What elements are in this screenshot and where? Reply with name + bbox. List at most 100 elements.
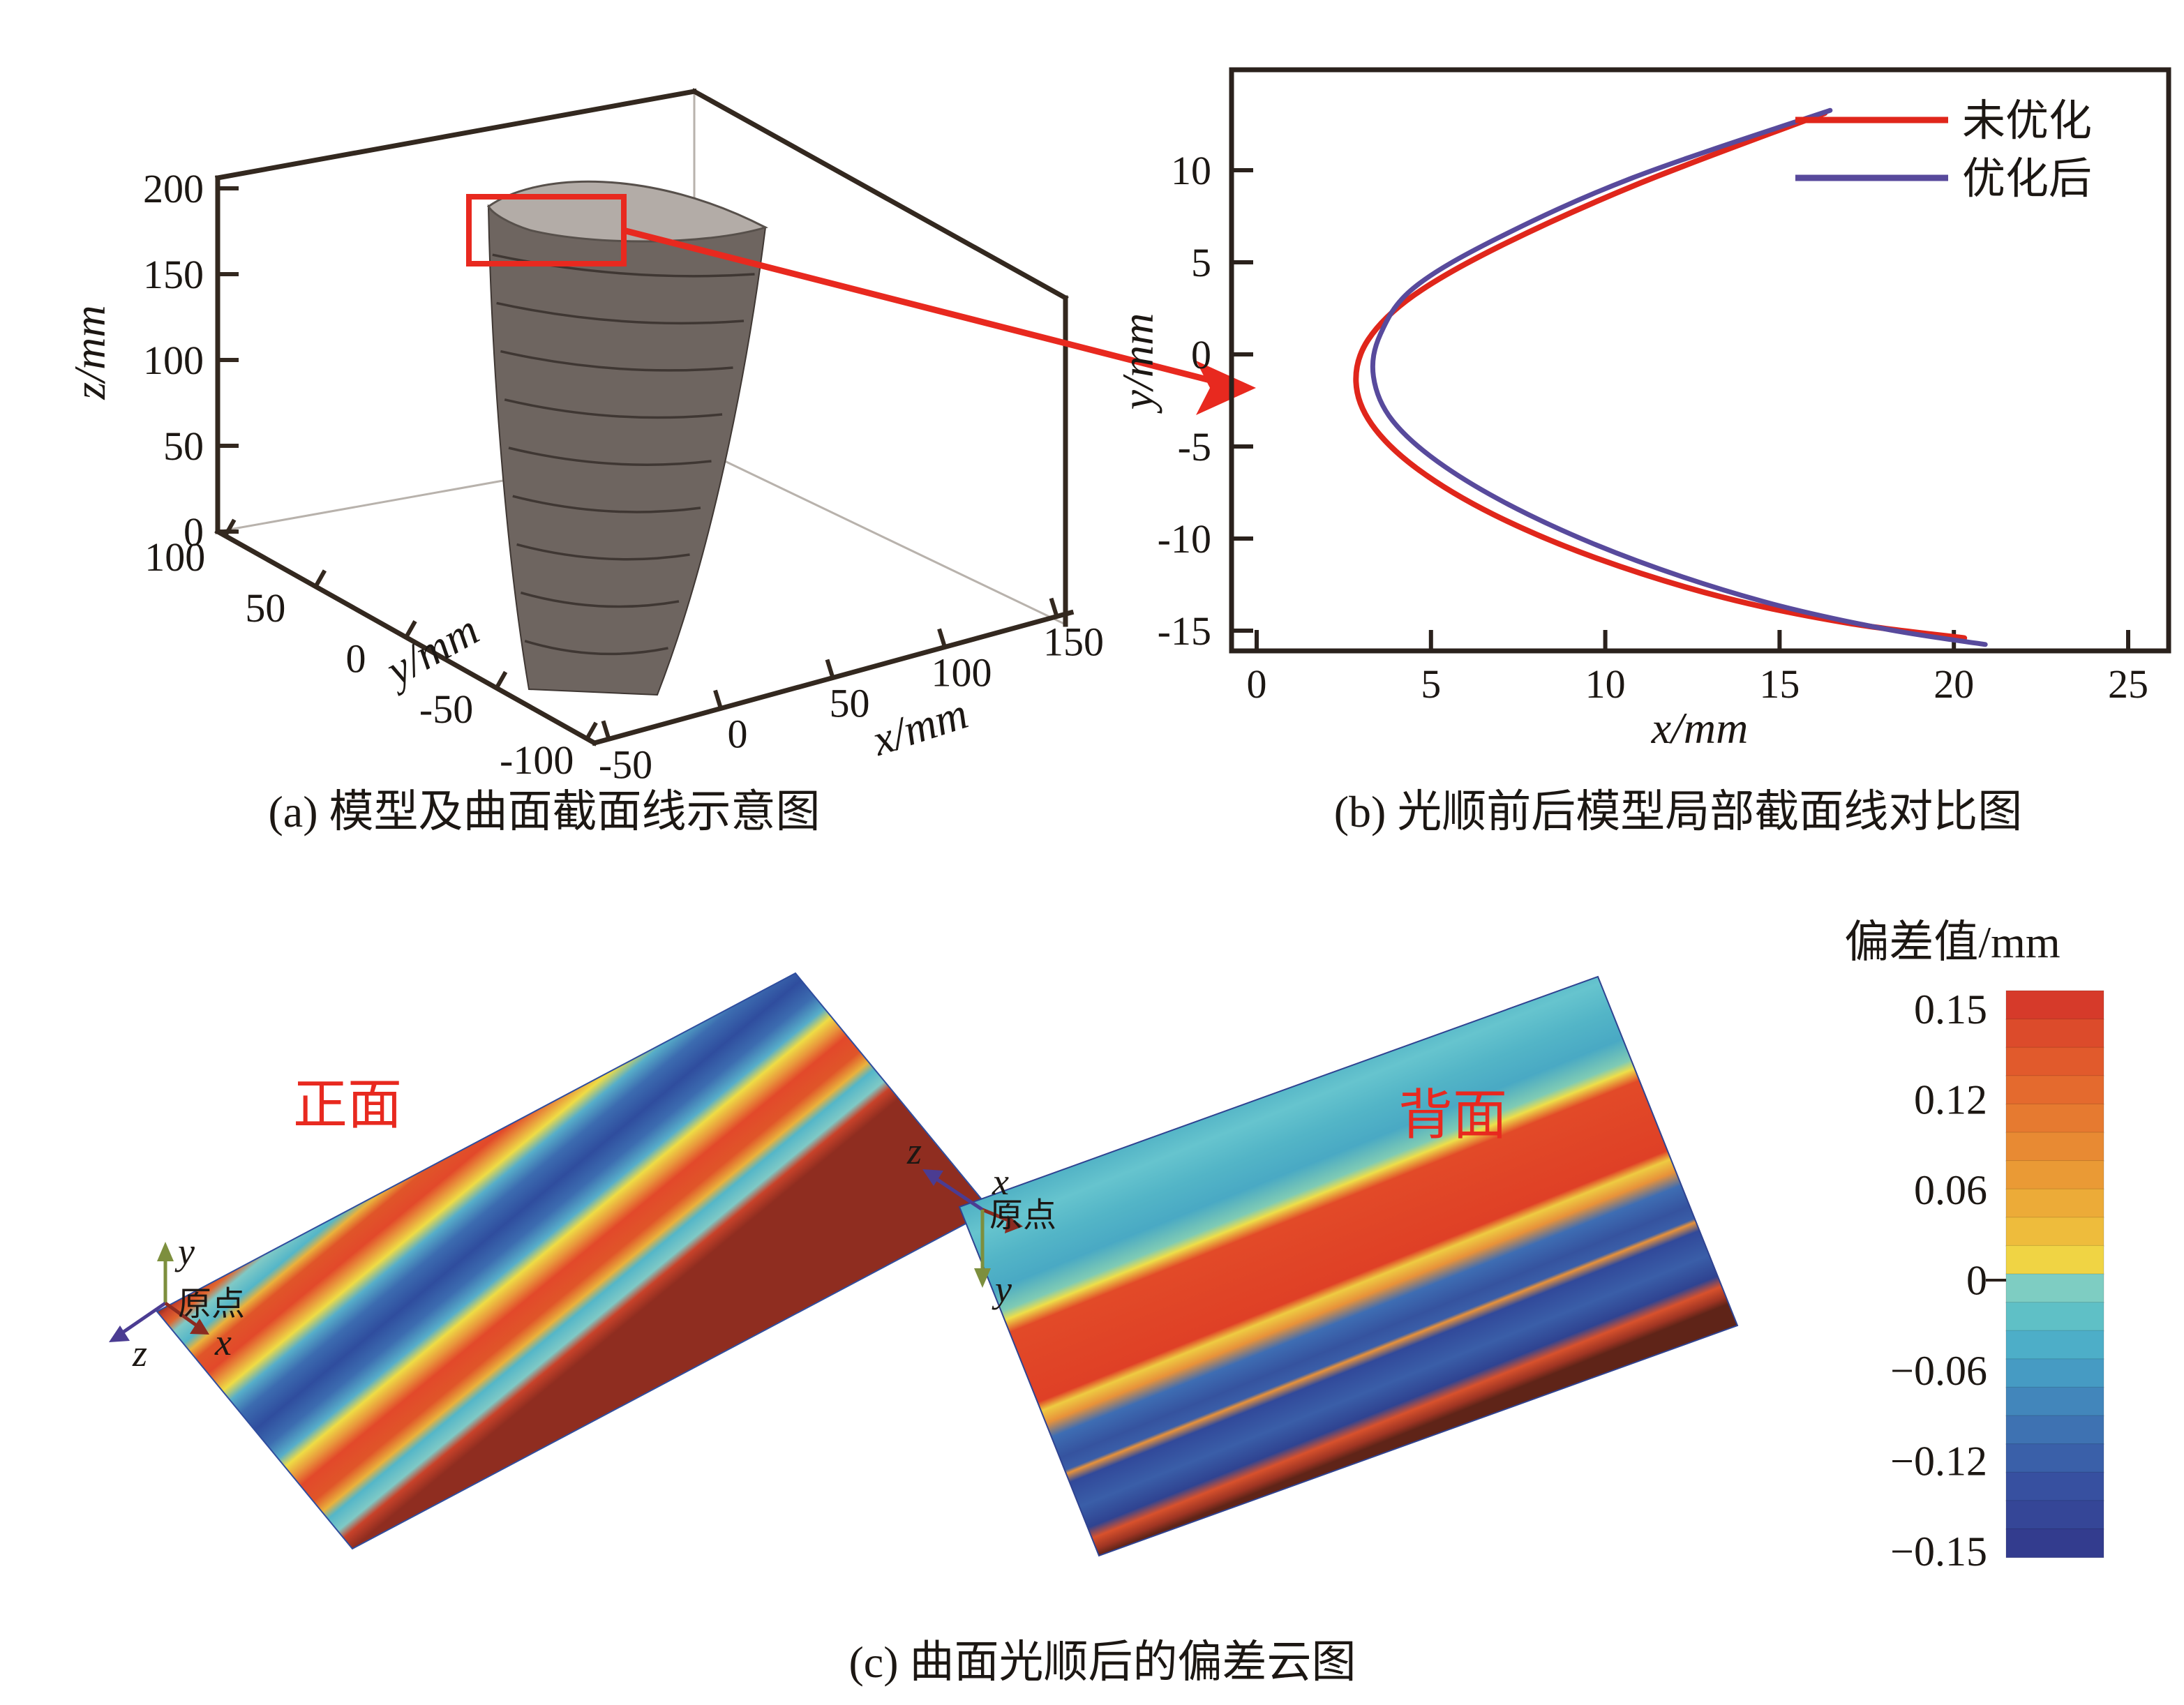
b-x-tick-label: 5 xyxy=(1421,661,1441,707)
x-tick-label: -50 xyxy=(599,742,652,787)
colorbar-band xyxy=(2005,1358,2104,1388)
b-y-tick-label: -5 xyxy=(1178,424,1211,470)
z-axis-label: z/mm xyxy=(65,305,114,400)
colorbar-band xyxy=(2005,990,2104,1020)
colorbar-tick-label: −0.12 xyxy=(1890,1439,1987,1485)
y-tick xyxy=(404,620,417,638)
colorbar-band xyxy=(2005,1245,2104,1275)
colorbar-band xyxy=(2005,1046,2104,1077)
y-tick xyxy=(585,721,598,740)
plot-frame xyxy=(1229,67,2171,654)
y-axis-ticks: 100 50 0 -50 -100 xyxy=(144,518,598,783)
x-tick xyxy=(937,628,947,648)
colorbar-band xyxy=(2005,1103,2104,1134)
colorbar-band xyxy=(2005,1302,2104,1332)
x-tick xyxy=(1049,597,1059,617)
colorbar-band xyxy=(2005,1217,2104,1247)
front-surface xyxy=(156,972,992,1550)
blade-section-curves xyxy=(492,253,755,656)
y-arrow-icon xyxy=(157,1242,174,1261)
colorbar-band xyxy=(2005,1471,2104,1502)
colorbar-band xyxy=(2005,1443,2104,1473)
x-arrow-icon xyxy=(1005,1215,1023,1233)
z-tick-label: 150 xyxy=(143,252,204,297)
section-curve xyxy=(516,543,690,561)
colorbar-band xyxy=(2005,1188,2104,1219)
back-triad-y-label: y xyxy=(992,1268,1012,1310)
colorbar-band xyxy=(2005,1132,2104,1162)
colorbar-band xyxy=(2005,1500,2104,1530)
colorbar-band xyxy=(2005,1075,2104,1105)
y-tick xyxy=(494,670,508,689)
panel-c-deviation-maps: 正面 背面 y z x 原点 z x y 原点 xyxy=(109,917,2104,1575)
b-x-tick-label: 15 xyxy=(1759,661,1800,707)
section-curve xyxy=(524,640,668,656)
caption-panel-b: (b) 光顺前后模型局部截面线对比图 xyxy=(1334,787,2023,836)
highlight-arrow-head xyxy=(1196,361,1256,415)
y-tick xyxy=(223,518,237,537)
b-x-tick-label: 20 xyxy=(1934,661,1974,707)
section-curve xyxy=(500,350,733,372)
x-tick xyxy=(713,689,723,709)
z-tick-label: 200 xyxy=(143,166,204,211)
colorbar-tick-label: −0.15 xyxy=(1890,1529,1987,1575)
x-tick-label: 100 xyxy=(932,650,992,696)
colorbar-tick-label: 0.06 xyxy=(1914,1167,1987,1213)
colorbar-tick-labels: 0.15 0.12 0.06 0 −0.06 −0.12 −0.15 xyxy=(1890,986,1987,1575)
colorbar-band xyxy=(2005,1273,2104,1303)
y-tick-label: 50 xyxy=(245,585,285,631)
y-arrow-icon xyxy=(974,1268,991,1288)
section-curve xyxy=(508,446,712,466)
b-y-axis-ticks: 10 5 0 -5 -10 -15 xyxy=(1158,148,1253,654)
x-tick-label: 0 xyxy=(727,711,747,756)
x-tick xyxy=(825,659,835,679)
b-y-axis-label: y/mm xyxy=(1113,313,1162,414)
back-triad-z-label: z xyxy=(906,1130,922,1172)
y-tick-label: 100 xyxy=(144,534,205,580)
colorbar-band xyxy=(2005,1160,2104,1190)
b-y-tick-label: -15 xyxy=(1158,608,1211,654)
colorbar-tick-label: 0.15 xyxy=(1914,986,1987,1032)
z-arrow-icon xyxy=(109,1325,130,1342)
x-tick-label: 150 xyxy=(1043,619,1104,665)
b-x-axis-label: x/mm xyxy=(1651,703,1749,753)
colorbar-title: 偏差值/mm xyxy=(1844,917,2060,967)
legend-item-label: 优化后 xyxy=(1962,156,2092,203)
colorbar-tick-label: 0 xyxy=(1966,1258,1987,1304)
y-tick xyxy=(313,569,327,588)
b-x-tick-label: 10 xyxy=(1585,661,1626,707)
back-face-label: 背面 xyxy=(1398,1085,1507,1146)
y-tick-label: 0 xyxy=(346,636,366,682)
colorbar-tick-label: −0.06 xyxy=(1890,1348,1987,1394)
front-triad-origin-label: 原点 xyxy=(178,1286,245,1323)
curve-unoptimized xyxy=(1353,110,1968,641)
y-tick-label: -50 xyxy=(419,686,473,732)
b-y-tick-label: -10 xyxy=(1158,516,1211,562)
colorbar-band xyxy=(2005,1415,2104,1445)
back-axis-triad: z x y 原点 xyxy=(906,1130,1056,1310)
z-tick-label: 0 xyxy=(184,509,204,555)
back-surface xyxy=(958,975,1739,1557)
b-y-tick-label: 10 xyxy=(1171,148,1211,193)
front-triad-x-label: x xyxy=(214,1321,232,1363)
x-axis-ticks: -50 0 50 100 150 xyxy=(599,597,1104,787)
back-triad-origin-label: 原点 xyxy=(989,1197,1056,1234)
colorbar-band xyxy=(2005,1386,2104,1417)
z-arrow-icon xyxy=(922,1169,943,1186)
colorbar-band xyxy=(2005,1019,2104,1049)
caption-panel-a: (a) 模型及曲面截面线示意图 xyxy=(268,787,820,836)
colorbar-band xyxy=(2005,1528,2104,1558)
colorbar: 偏差值/mm 0.15 0.12 0.06 0 −0.06 −0.12 −0.15 xyxy=(1844,917,2104,1575)
section-curve xyxy=(512,495,701,513)
z-tick-label: 100 xyxy=(143,338,204,383)
front-triad-z-label: z xyxy=(132,1332,147,1374)
section-curve xyxy=(496,301,745,325)
x-axis-label: x/mm xyxy=(866,688,974,765)
x-arrow-icon xyxy=(190,1319,209,1335)
x-tick xyxy=(601,720,611,740)
z-axis-ticks: 200 150 100 50 0 xyxy=(143,166,239,555)
blade-front-face xyxy=(487,204,767,696)
